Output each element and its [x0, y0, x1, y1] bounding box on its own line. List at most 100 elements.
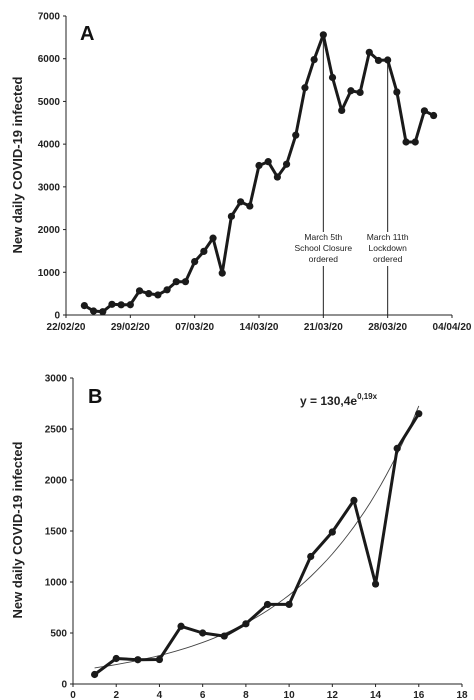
x-tick-label: 18	[456, 690, 468, 700]
y-tick-label: 3000	[45, 374, 68, 385]
data-point	[218, 269, 226, 277]
data-point	[338, 106, 346, 114]
data-point	[350, 496, 358, 504]
data-point	[411, 138, 419, 146]
data-point	[80, 302, 88, 310]
data-point	[310, 55, 318, 64]
data-point	[356, 88, 364, 97]
x-tick-label: 28/03/20	[368, 322, 407, 333]
panel-a-label: A	[80, 23, 94, 45]
y-tick-label: 1500	[45, 527, 68, 538]
x-tick-label: 29/02/20	[111, 322, 150, 333]
x-tick-label: 04/04/20	[433, 322, 472, 333]
data-point	[209, 234, 217, 242]
x-tick-label: 10	[284, 690, 296, 700]
y-tick-label: 6000	[38, 54, 61, 65]
x-tick-label: 14	[370, 690, 382, 700]
fit-curve	[94, 405, 420, 669]
annotation-text: ordered	[373, 254, 403, 264]
data-point	[91, 670, 99, 679]
data-point	[420, 107, 429, 115]
data-point	[393, 444, 401, 452]
data-point	[285, 600, 293, 609]
x-tick-label: 8	[243, 690, 249, 700]
data-point	[255, 161, 263, 170]
x-tick-label: 4	[157, 690, 163, 700]
data-point	[154, 291, 162, 299]
data-point	[319, 31, 327, 39]
annotation-text: School Closure	[295, 243, 353, 253]
fit-equation-base: y = 130,4e	[300, 394, 357, 408]
series-line	[83, 33, 435, 314]
data-point	[415, 410, 423, 418]
data-point	[393, 88, 401, 96]
data-point	[374, 56, 383, 65]
panel-b-y-axis-label: New daily COVID-19 infected	[10, 441, 25, 618]
data-point	[307, 552, 315, 561]
panel-b-x-ticks: 0 2 4 6 8 10 12 14 16 18	[70, 684, 468, 700]
data-point	[384, 56, 392, 64]
data-point	[89, 307, 98, 315]
panel-a-series	[80, 31, 438, 316]
x-tick-label: 14/03/20	[240, 322, 279, 333]
data-point	[191, 258, 199, 266]
annotation-text: Lockdown	[369, 243, 408, 253]
panel-a-y-ticks: 0 1000 2000 3000 4000 5000 6000 7000	[38, 12, 66, 322]
data-point	[126, 301, 134, 309]
data-point	[301, 84, 309, 92]
y-tick-label: 4000	[38, 140, 61, 151]
fit-equation-exponent: 0,19x	[357, 392, 378, 401]
panel-b-series	[91, 410, 423, 679]
data-point	[155, 655, 164, 664]
data-point	[371, 580, 380, 588]
data-point	[328, 528, 336, 536]
y-tick-label: 1000	[38, 268, 61, 279]
y-tick-label: 5000	[38, 97, 61, 108]
series-line	[93, 412, 421, 676]
x-tick-label: 0	[70, 690, 76, 700]
data-point	[135, 287, 144, 295]
data-point	[242, 620, 250, 628]
data-point	[264, 158, 272, 166]
data-point	[328, 73, 337, 82]
data-point	[237, 198, 245, 206]
x-tick-label: 16	[413, 690, 425, 700]
x-tick-label: 22/02/20	[47, 322, 86, 333]
x-tick-label: 6	[200, 690, 206, 700]
x-tick-label: 21/03/20	[304, 322, 343, 333]
x-tick-label: 07/03/20	[175, 322, 214, 333]
panel-a-x-ticks: 22/02/20 29/02/20 07/03/20 14/03/20 21/03/20…	[47, 315, 472, 333]
annotation-text: ordered	[309, 254, 339, 264]
y-tick-label: 2000	[45, 476, 68, 487]
data-point	[430, 111, 438, 120]
y-tick-label: 500	[50, 629, 67, 640]
data-point	[402, 138, 410, 146]
x-tick-label: 12	[327, 690, 339, 700]
panel-b: 0 500 1000 1500 2000 2500 3000 0 2 4 6 8 10 12 14 16 18…	[10, 374, 468, 700]
data-point	[99, 308, 107, 316]
y-tick-label: 0	[61, 680, 67, 691]
y-tick-label: 7000	[38, 12, 61, 23]
data-point	[134, 656, 142, 664]
data-point	[292, 131, 300, 139]
y-tick-label: 1000	[45, 578, 68, 589]
y-tick-label: 2500	[45, 425, 68, 436]
fit-equation: y = 130,4e0,19x	[300, 392, 378, 408]
annotation-text: March 11th	[367, 232, 409, 242]
annotation-text: March 5th	[304, 232, 342, 242]
data-point	[177, 622, 185, 630]
panel-a-y-axis-label: New daily COVID-19 infected	[10, 76, 25, 253]
data-point	[181, 278, 190, 286]
data-point	[200, 247, 208, 255]
data-point	[112, 654, 120, 663]
data-point	[282, 160, 291, 168]
panel-b-fit	[94, 405, 420, 669]
data-point	[145, 290, 153, 298]
data-point	[263, 600, 272, 609]
data-point	[227, 212, 236, 220]
data-point	[163, 286, 171, 294]
y-tick-label: 3000	[38, 182, 61, 193]
x-tick-label: 2	[113, 690, 119, 700]
